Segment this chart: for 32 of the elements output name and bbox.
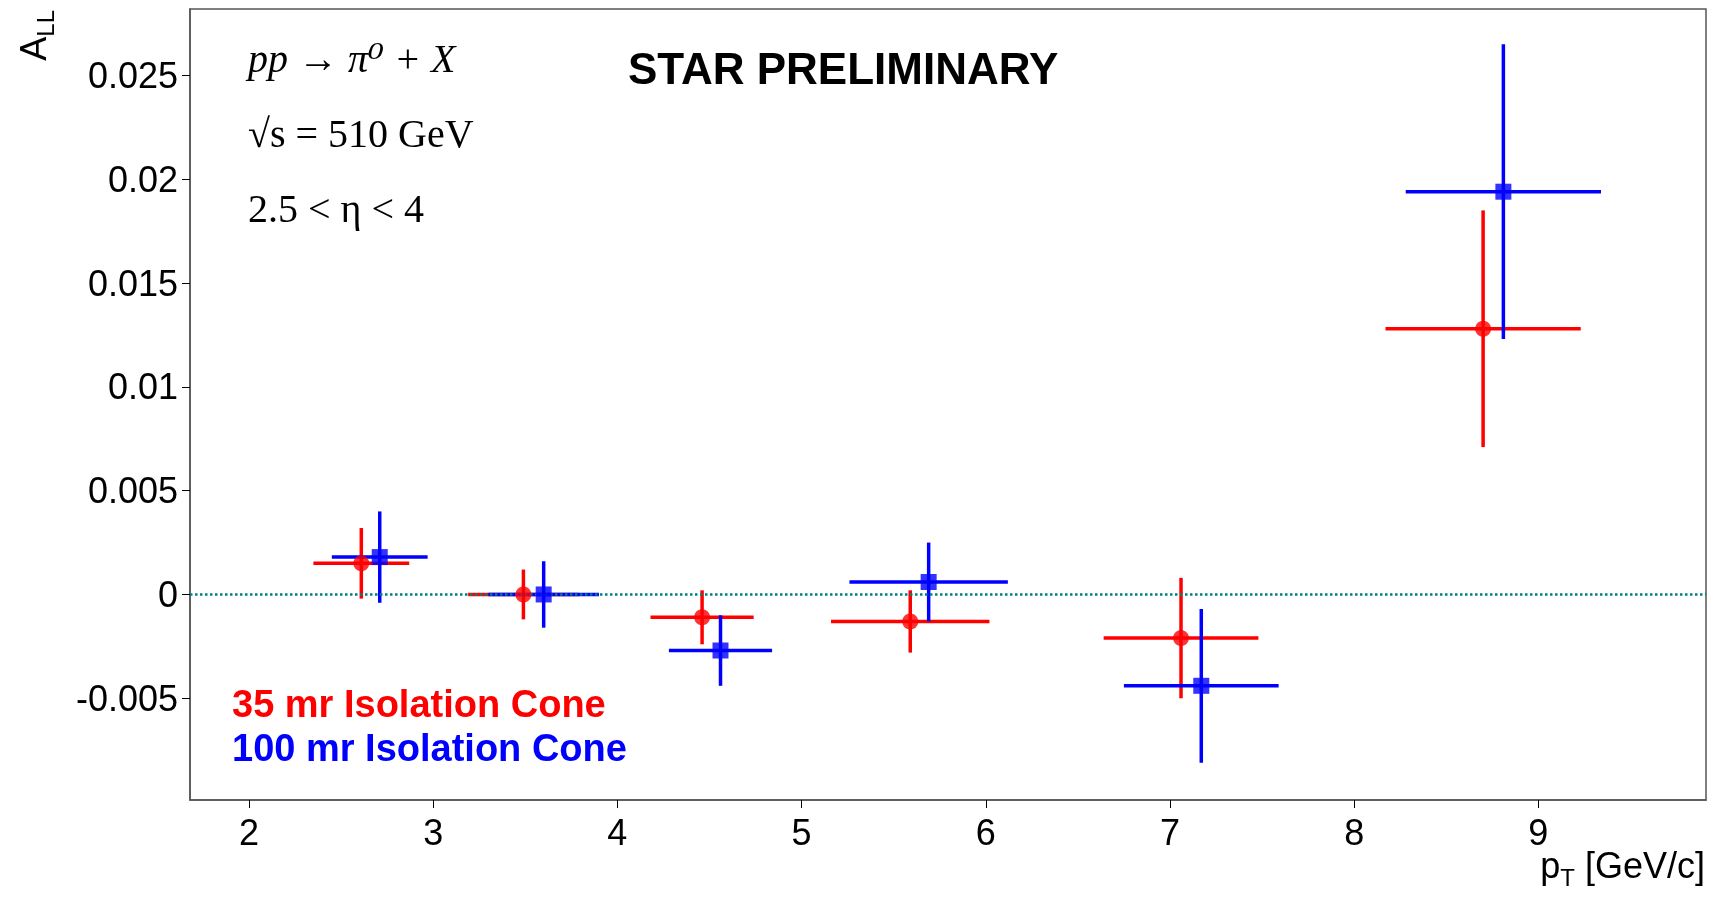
text: 35 mr Isolation Cone [232,683,606,725]
y-tick-label: 0.025 [87,54,178,96]
annotation: pp → π⁰ + X [245,35,458,81]
point [902,613,919,630]
annotation: STAR PRELIMINARY [628,43,1059,93]
point [1173,630,1190,647]
y-tick-label: 0 [157,573,178,615]
point [712,642,729,659]
annotation: √s = 510 GeV [248,110,474,156]
point [535,586,552,603]
x-tick-label: 2 [238,811,259,853]
x-tick-label: 7 [1159,811,1180,853]
x-tick-label: 3 [423,811,444,853]
y-tick-label: 0.015 [87,262,178,304]
x-tick-label: 6 [975,811,996,853]
text: 100 mr Isolation Cone [232,727,627,769]
point [1495,183,1512,200]
point [694,609,711,626]
y-tick-label: 0.02 [107,158,178,200]
point [515,586,532,603]
point [920,574,937,591]
y-tick-label: 0.01 [107,366,178,408]
point [353,555,370,572]
y-tick-label: -0.005 [75,677,178,719]
point [371,549,388,566]
x-tick-label: 8 [1344,811,1365,853]
point [1475,320,1492,337]
x-tick-label: 5 [791,811,812,853]
y-tick-label: 0.005 [87,470,178,512]
annotation: 2.5 < η < 4 [248,185,425,231]
point [1193,677,1210,694]
x-tick-label: 4 [607,811,628,853]
